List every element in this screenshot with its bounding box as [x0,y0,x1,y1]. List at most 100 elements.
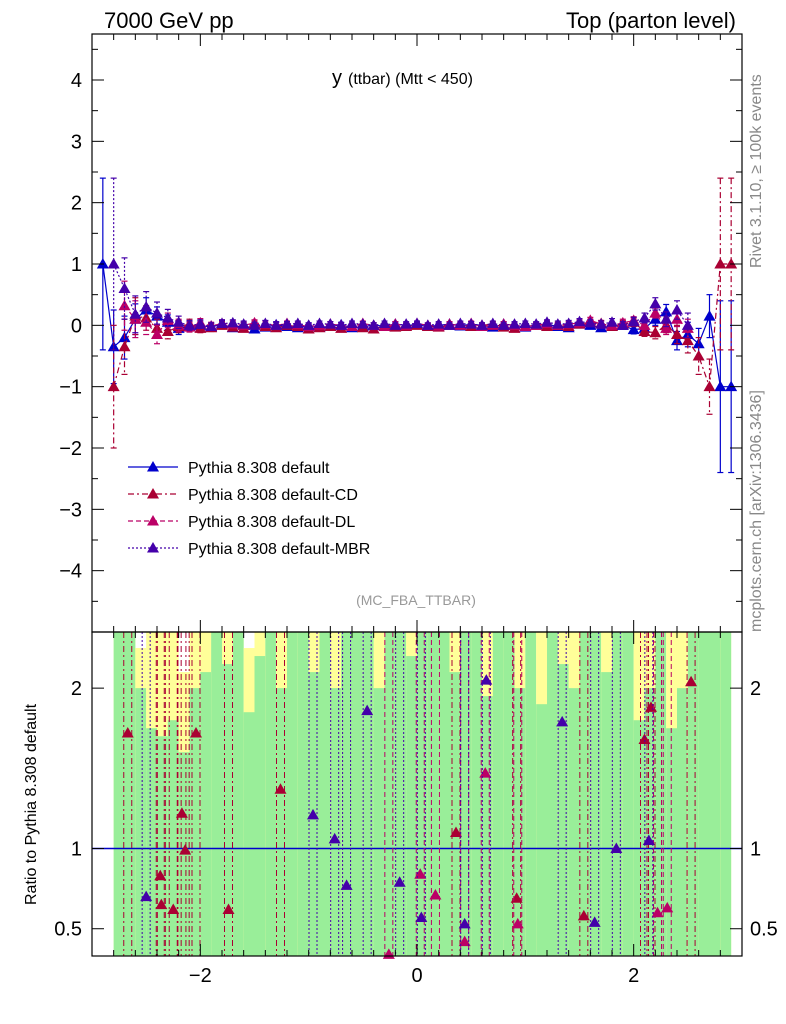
y-tick-label: 2 [71,193,82,215]
ratio-band-green [471,632,482,956]
ratio-point [638,733,651,744]
ratio-band-green [362,632,374,956]
data-point [226,316,239,328]
data-point [389,319,402,330]
x-tick-label: −2 [189,965,212,987]
y-tick-label: 1 [71,254,82,276]
chart-title: y [332,67,342,89]
data-point [627,315,640,327]
data-point [595,318,608,329]
data-point [486,317,499,328]
ratio-band-green [330,688,342,956]
ratio-point [480,674,493,685]
data-point [161,325,174,336]
data-point [508,318,521,329]
main-series [96,177,738,474]
data-point [400,318,413,329]
legend: Pythia 8.308 default Pythia 8.308 default… [128,460,370,558]
ratio-band-green [536,704,547,956]
chart-title-subtitle: (ttbar) (Mtt < 450) [348,71,473,88]
data-point [194,318,207,329]
legend-label: Pythia 8.308 default-CD [188,487,358,504]
ratio-point [415,911,428,923]
ratio-band-green [579,632,591,956]
ratio-point [556,715,569,727]
header-right: Top (parton level) [566,8,736,33]
data-point [151,328,163,340]
ratio-band-green [709,632,721,956]
ratio-point [340,879,353,890]
ratio-band-green [341,632,352,956]
data-point [703,380,716,392]
ratio-point [393,876,406,887]
legend-label: Pythia 8.308 default [188,460,330,477]
ratio-series [92,632,742,959]
data-point [129,308,142,319]
data-point [183,319,196,330]
ratio-band-green [622,632,634,956]
ratio-band-green [568,688,580,956]
ratio-band-green [265,632,277,956]
ratio-point [479,767,492,778]
data-point [421,319,434,330]
axes: −4 −3 −2 −1 0 1 2 3 4 −2 0 2 0.5 0.5 1 1 2 2 [54,33,778,987]
data-point [692,350,705,361]
ratio-band-green [644,688,656,956]
ratio-band-green [525,632,537,956]
data-point [541,316,553,327]
data-point [367,319,380,330]
data-point [476,319,488,330]
ratio-band-green [655,632,667,956]
data-point [96,258,109,269]
ratio-band-green [232,632,244,956]
y-tick-label: −3 [59,499,82,521]
data-point [703,310,716,321]
legend-marker [147,542,159,553]
y-tick-label: 4 [71,70,82,92]
ratio-point [645,701,657,712]
data-point [205,320,218,332]
ratio-band-green [254,656,266,956]
ratio-point [661,901,674,913]
data-point [324,318,337,329]
ratio-band-green [677,688,688,956]
ratio-band-green [135,688,147,956]
data-point [151,307,163,318]
ratio-y-tick-label: 2 [71,678,82,700]
ratio-point [274,783,287,794]
data-point [291,317,304,328]
ratio-point [328,832,341,844]
data-point [378,317,391,328]
ratio-y-tick-label-right: 1 [750,839,761,861]
ratio-band-green [189,688,201,956]
ratio-band-green [720,632,732,956]
ratio-point [140,890,153,902]
data-point [107,258,120,269]
data-point [681,319,694,330]
ratio-band-green [492,632,504,956]
data-point [107,340,120,352]
ratio-point [175,807,188,818]
data-point [356,318,369,329]
data-point [649,326,662,338]
ratio-point [577,909,590,921]
y-tick-label: −4 [59,561,82,583]
data-point [638,325,651,336]
legend-marker [147,488,159,499]
ratio-point [190,727,202,738]
data-point [551,318,564,329]
ratio-band-green [612,632,623,956]
legend-label: Pythia 8.308 default-MBR [188,541,370,558]
data-point [281,318,293,329]
data-point [616,319,629,330]
data-point [584,316,597,328]
ratio-bands [113,632,732,956]
data-point [497,319,510,330]
ratio-point [685,675,698,687]
y-tick-label: −2 [59,438,82,460]
ratio-band-green [460,632,472,956]
data-point [270,319,283,330]
data-point [313,317,326,328]
data-point [216,317,228,328]
